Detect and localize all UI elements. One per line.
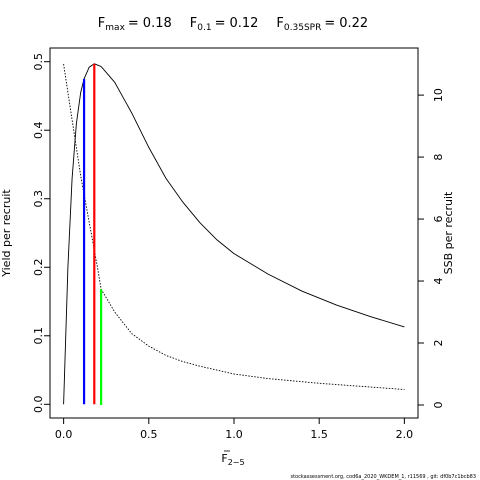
- title-subscript: 0.35SPR: [284, 23, 321, 33]
- title-symbol: F: [276, 16, 283, 31]
- x-tick-label: 0.5: [140, 428, 158, 441]
- title-symbol: F: [190, 16, 197, 31]
- y-tick-label: 0.4: [32, 121, 45, 139]
- title-subscript: max: [105, 23, 125, 33]
- y-tick-label: 0.0: [32, 396, 45, 414]
- footer: stockassessment.org, cod6a_2020_WKDEM_1,…: [290, 474, 476, 480]
- x-tick-label: 1.5: [310, 428, 328, 441]
- title-relation: =: [324, 16, 335, 31]
- y-tick-label: 0.5: [32, 53, 45, 71]
- y2-tick-label: 0: [432, 401, 445, 408]
- y2-tick-label: 4: [432, 278, 445, 285]
- y-tick-label: 0.1: [32, 327, 45, 345]
- title-value: 0.12: [229, 16, 258, 31]
- y-tick-label: 0.3: [32, 190, 45, 208]
- title-relation: =: [215, 16, 226, 31]
- x-tick-label: 1.0: [225, 428, 243, 441]
- x-tick-label: 0.0: [55, 428, 73, 441]
- y2-tick-label: 8: [432, 154, 445, 161]
- y-axis-label: Yield per recruit: [0, 189, 13, 278]
- y2-axis-label: SSB per recruit: [442, 191, 455, 274]
- series-line: [63, 63, 405, 405]
- title-subscript: 0.1: [197, 23, 211, 33]
- y2-tick-label: 6: [432, 216, 445, 223]
- y2-tick-label: 10: [432, 88, 445, 102]
- series-line: [63, 64, 405, 390]
- y-tick-label: 0.2: [32, 259, 45, 277]
- x-axis-label: F2−5: [221, 452, 244, 467]
- chart-title: Fmax = 0.18 F0.1 = 0.12 F0.35SPR = 0.22: [98, 16, 368, 33]
- title-symbol: F: [98, 16, 105, 31]
- title-relation: =: [128, 16, 139, 31]
- y2-tick-label: 2: [432, 340, 445, 347]
- x-label-symbol: F: [221, 452, 227, 465]
- x-tick-label: 2.0: [396, 428, 414, 441]
- x-label-subscript: 2−5: [228, 458, 245, 467]
- title-value: 0.18: [143, 16, 172, 31]
- plot-frame: [49, 47, 419, 419]
- title-value: 0.22: [339, 16, 368, 31]
